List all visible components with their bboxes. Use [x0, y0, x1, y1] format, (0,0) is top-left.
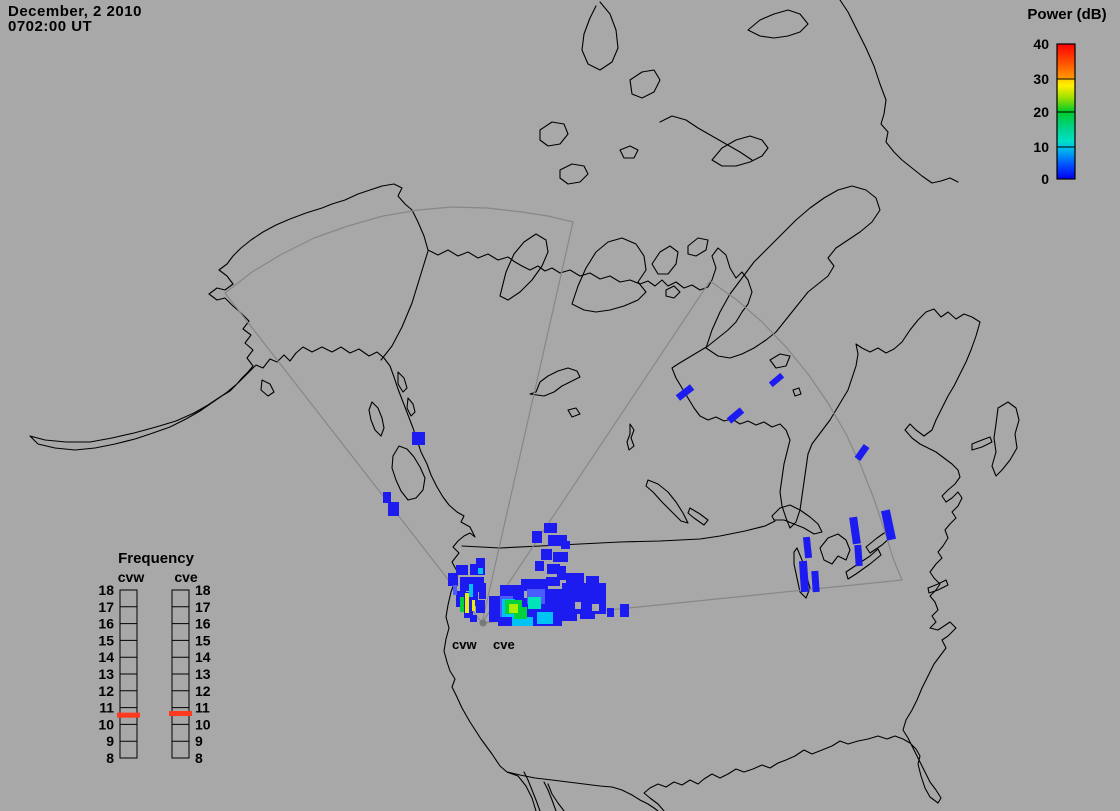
radar-site-dot — [480, 620, 487, 627]
frequency-tick-label: 15 — [195, 632, 211, 648]
echo-cell — [561, 541, 570, 549]
echo-cell — [541, 549, 552, 560]
frequency-column-label-cve: cve — [166, 569, 206, 585]
echo-cell — [453, 585, 457, 595]
colorbar-tick-label: 30 — [1033, 71, 1049, 87]
frequency-tick-label: 8 — [195, 750, 203, 766]
frequency-marker-cvw — [117, 713, 140, 718]
echo-cell — [566, 573, 584, 585]
echo-cell — [544, 523, 557, 533]
echo-cell — [469, 584, 473, 597]
colorbar-tick-label: 10 — [1033, 139, 1049, 155]
echo-cell — [799, 561, 809, 592]
frequency-ladders: 1817161514131211109818171615141312111098 — [98, 582, 210, 766]
cve-fov — [482, 281, 902, 623]
frequency-tick-label: 8 — [106, 750, 114, 766]
frequency-tick-label: 17 — [195, 599, 211, 615]
frequency-tick-label: 11 — [99, 700, 114, 716]
echo-cell — [532, 531, 542, 543]
frequency-column-label-cvw: cvw — [111, 569, 151, 585]
frequency-tick-label: 9 — [195, 733, 203, 749]
echo-cell — [562, 583, 606, 614]
time-label: 0702:00 UT — [8, 19, 92, 34]
echo-cell — [558, 596, 568, 612]
echo-cell — [535, 561, 544, 571]
echo-cell — [620, 604, 629, 617]
echo-cell — [575, 602, 581, 609]
colorbar-tick-label: 20 — [1033, 104, 1049, 120]
echo-cell — [607, 608, 614, 617]
echo-cell — [470, 615, 477, 622]
echo-cell — [557, 566, 566, 580]
colorbar-title: Power (dB) — [1017, 6, 1117, 23]
frequency-tick-label: 10 — [195, 716, 211, 732]
map-canvas: 403020100 181716151413121110981817161514… — [0, 0, 1120, 811]
echo-cell — [849, 517, 861, 545]
echo-cell — [456, 565, 468, 575]
frequency-tick-label: 14 — [195, 649, 211, 665]
echo-cell — [854, 545, 862, 566]
frequency-marker-cve — [169, 711, 192, 716]
echo-cell — [478, 568, 483, 574]
echo-cell — [479, 583, 486, 599]
echo-cell — [388, 502, 399, 516]
frequency-tick-label: 16 — [195, 616, 211, 632]
echo-cell — [769, 373, 784, 387]
coastline-north-america — [30, 0, 1019, 811]
echo-cell — [476, 600, 485, 613]
cvw-fov — [225, 207, 573, 623]
echo-cell — [509, 604, 518, 613]
frequency-tick-label: 17 — [98, 599, 114, 615]
colorbar-tick-label: 0 — [1041, 171, 1049, 187]
radar-power-plot: 403020100 181716151413121110981817161514… — [0, 0, 1120, 811]
echo-cell — [412, 432, 425, 445]
echo-cell — [811, 571, 819, 592]
echo-cell — [460, 597, 464, 612]
echo-cell — [476, 558, 485, 567]
frequency-tick-label: 10 — [98, 716, 114, 732]
frequency-tick-label: 13 — [195, 666, 211, 682]
echo-cell — [560, 612, 577, 621]
power-colorbar: 40 30 20 10 0 — [1033, 36, 1075, 187]
backscatter-echo-layer — [383, 373, 896, 626]
echo-cell — [676, 384, 694, 401]
echo-cell — [803, 537, 812, 559]
echo-cell — [592, 604, 599, 611]
map-radar-label-cve: cve — [493, 637, 515, 652]
frequency-tick-label: 16 — [98, 616, 114, 632]
echo-cell — [537, 612, 553, 624]
frequency-tick-label: 15 — [98, 632, 114, 648]
frequency-tick-label: 12 — [195, 683, 211, 699]
colorbar-tick-label: 40 — [1033, 36, 1049, 52]
echo-cell — [855, 444, 870, 461]
frequency-tick-label: 13 — [98, 666, 114, 682]
frequency-tick-label: 9 — [106, 733, 114, 749]
echo-cell — [553, 552, 568, 562]
echo-cell — [465, 593, 469, 613]
frequency-tick-label: 14 — [98, 649, 114, 665]
frequency-tick-label: 12 — [98, 683, 114, 699]
frequency-tick-label: 11 — [195, 700, 210, 716]
echo-cell — [472, 600, 475, 611]
echo-cell — [586, 576, 599, 585]
echo-cell — [528, 597, 541, 609]
date-label: December, 2 2010 — [8, 4, 142, 19]
echo-cell — [383, 492, 391, 503]
echo-cell — [580, 612, 595, 619]
frequency-legend-title: Frequency — [106, 550, 206, 567]
map-radar-label-cvw: cvw — [452, 637, 477, 652]
